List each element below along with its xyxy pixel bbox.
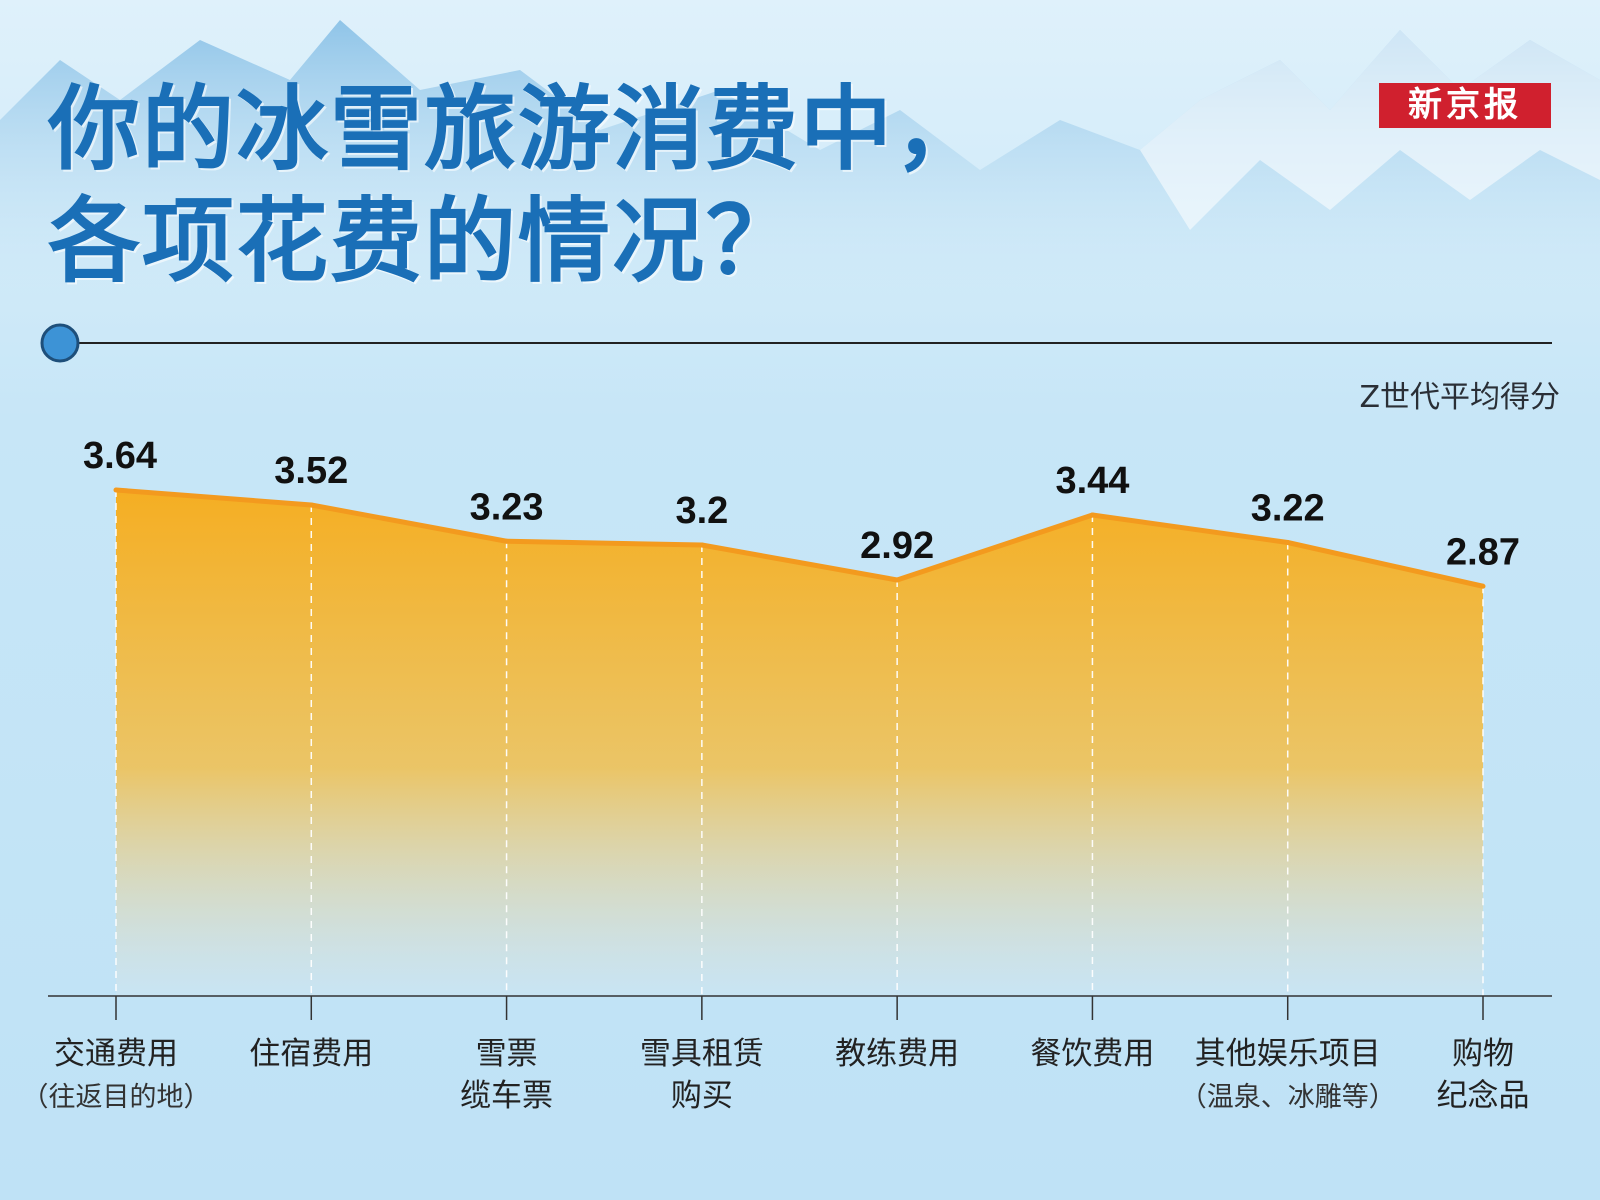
data-label: 3.2 — [675, 490, 728, 532]
data-point — [113, 487, 119, 493]
data-label: 3.22 — [1251, 488, 1325, 530]
x-tick-label: 教练费用 — [835, 1036, 959, 1072]
x-tick-label: 缆车票 — [460, 1078, 553, 1114]
data-point — [1285, 540, 1291, 545]
data-point — [894, 577, 900, 583]
area-fill — [116, 490, 1483, 996]
x-tick-label: 雪具租赁 — [640, 1036, 764, 1072]
x-tick-label: 交通费用 — [54, 1036, 178, 1072]
data-point — [504, 538, 510, 544]
data-label: 3.44 — [1055, 460, 1129, 502]
divider-bullet-icon — [40, 323, 80, 363]
x-tick-label: 其他娱乐项目 — [1195, 1036, 1381, 1072]
series-line — [115, 487, 1484, 589]
page-title-line-1: 你的冰雪旅游消费中， — [48, 76, 989, 183]
mountain-silhouette — [0, 20, 1600, 330]
mountain-snowcaps — [1140, 30, 1600, 230]
data-point — [699, 542, 705, 548]
x-tick-label: 住宿费用 — [249, 1036, 373, 1072]
data-label: 3.23 — [470, 486, 544, 528]
data-label: 3.52 — [274, 450, 348, 492]
data-point — [308, 502, 314, 508]
x-tick-label: 购物 — [1452, 1036, 1514, 1072]
x-tick-label: 购买 — [671, 1078, 733, 1114]
page-title-line-2: 各项花费的情况？ — [48, 188, 801, 295]
data-label: 2.87 — [1446, 531, 1520, 573]
series-label: Z世代平均得分 — [1359, 380, 1560, 415]
x-tick-label: 餐饮费用 — [1030, 1036, 1154, 1072]
data-point — [1089, 512, 1095, 518]
x-tick-label: 纪念品 — [1437, 1078, 1530, 1114]
x-tick-label: （往返目的地） — [22, 1082, 211, 1113]
data-point — [1480, 583, 1486, 589]
data-label: 3.64 — [83, 435, 157, 477]
data-label: 2.92 — [860, 525, 934, 567]
x-tick-label: 雪票 — [476, 1036, 538, 1072]
x-tick-label: （温泉、冰雕等） — [1180, 1082, 1396, 1113]
newspaper-logo: 新京报 — [1379, 83, 1551, 128]
